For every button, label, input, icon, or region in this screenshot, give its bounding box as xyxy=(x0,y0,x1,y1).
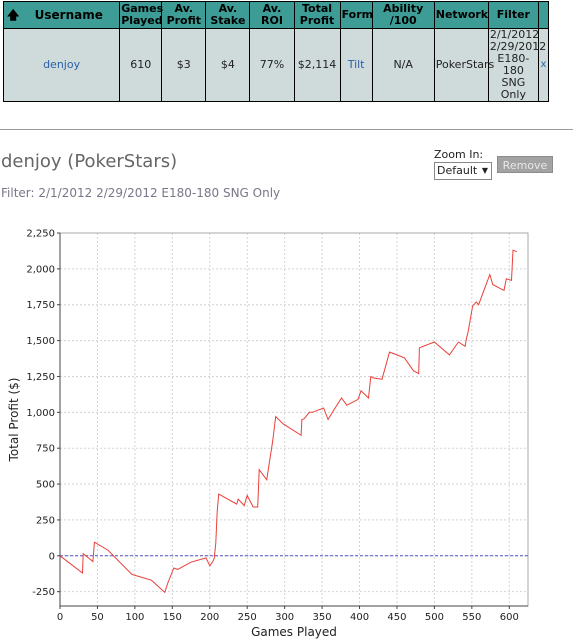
y-tick-label: 2,000 xyxy=(26,264,55,275)
ability-value: N/A xyxy=(371,28,435,102)
chart-title: denjoy (PokerStars) xyxy=(1,151,178,172)
games-played-value: 610 xyxy=(119,28,163,102)
chart-subtitle: Filter: 2/1/2012 2/29/2012 E180-180 SNG … xyxy=(1,186,281,200)
x-tick-label: 250 xyxy=(238,612,257,623)
username-header-label: Username xyxy=(34,8,103,22)
av-profit-value: $3 xyxy=(161,28,207,102)
y-tick-label: 250 xyxy=(36,515,55,526)
username-header[interactable]: 🡅 Username xyxy=(2,1,121,29)
filter-value: 2/1/2012 2/29/2012 E180-180 SNG Only xyxy=(487,28,547,102)
plot-area xyxy=(60,233,528,606)
y-tick-label: 500 xyxy=(36,480,55,491)
form-link[interactable]: Tilt xyxy=(339,28,373,102)
x-axis-label: Games Played xyxy=(251,625,337,639)
x-tick-label: 50 xyxy=(91,612,104,623)
x-tick-label: 600 xyxy=(500,612,519,623)
profit-chart: 0 50 100 150 200 250 300 350 400 450 500 550 600 -250… xyxy=(7,229,529,639)
games-played-header[interactable]: Games Played xyxy=(119,1,164,29)
ability-header[interactable]: Ability /100 xyxy=(371,1,435,29)
total-profit-header[interactable]: Total Profit xyxy=(293,1,341,29)
y-tick-label: 1,000 xyxy=(26,408,55,419)
y-tick-label: 2,250 xyxy=(26,229,55,240)
av-roi-value: 77% xyxy=(249,28,295,102)
y-tick-label: 1,250 xyxy=(26,372,55,383)
av-profit-header[interactable]: Av. Profit xyxy=(161,1,207,29)
x-tick-label: 0 xyxy=(57,612,63,623)
x-tick-label: 150 xyxy=(163,612,182,623)
chevron-down-icon: ▼ xyxy=(481,166,488,175)
x-tick-label: 300 xyxy=(275,612,294,623)
y-tick-label: 1,500 xyxy=(26,336,55,347)
table-header-row: 🡅 Username Games Played Av. Profit Av. S… xyxy=(2,1,550,29)
x-tick-label: 500 xyxy=(425,612,444,623)
table-row: denjoy 610 $3 $4 77% $2,114 Tilt N/A Pok… xyxy=(2,28,550,102)
remove-button[interactable]: Remove xyxy=(497,156,553,173)
y-axis-label: Total Profit ($) xyxy=(7,378,21,463)
stats-table: 🡅 Username Games Played Av. Profit Av. S… xyxy=(2,1,550,102)
sort-arrow-up-icon[interactable]: 🡅 xyxy=(7,8,20,22)
filter-line: E180-180 xyxy=(497,52,530,77)
x-tick-label: 450 xyxy=(387,612,406,623)
x-tick-label: 350 xyxy=(313,612,332,623)
y-tick-label: 1,750 xyxy=(26,300,55,311)
zoom-select[interactable]: Default ▼ xyxy=(434,162,492,180)
username-link[interactable]: denjoy xyxy=(2,28,121,102)
x-tick-label: 550 xyxy=(462,612,481,623)
network-header[interactable]: Network xyxy=(433,1,489,29)
y-tick-label: -250 xyxy=(32,587,55,598)
zoom-label: Zoom In: xyxy=(434,148,484,161)
av-roi-header[interactable]: Av. ROI xyxy=(249,1,295,29)
filter-line: SNG Only xyxy=(500,76,526,101)
av-stake-value: $4 xyxy=(205,28,251,102)
filter-line: 2/29/2012 xyxy=(489,40,547,53)
section-divider xyxy=(0,129,573,130)
remove-header xyxy=(537,1,550,29)
y-tick-label: 0 xyxy=(49,551,55,562)
remove-row-link[interactable]: x xyxy=(537,28,550,102)
form-header[interactable]: Form xyxy=(339,1,373,29)
zoom-select-value: Default xyxy=(437,164,478,177)
total-profit-value: $2,114 xyxy=(293,28,341,102)
y-tick-label: 750 xyxy=(36,444,55,455)
x-tick-label: 100 xyxy=(125,612,144,623)
filter-line: 2/1/2012 xyxy=(489,28,540,41)
filter-header: Filter xyxy=(487,1,539,29)
av-stake-header[interactable]: Av. Stake xyxy=(205,1,251,29)
x-tick-label: 200 xyxy=(200,612,219,623)
network-value: PokerStars xyxy=(433,28,494,102)
x-tick-label: 400 xyxy=(350,612,369,623)
series-line xyxy=(59,249,517,594)
